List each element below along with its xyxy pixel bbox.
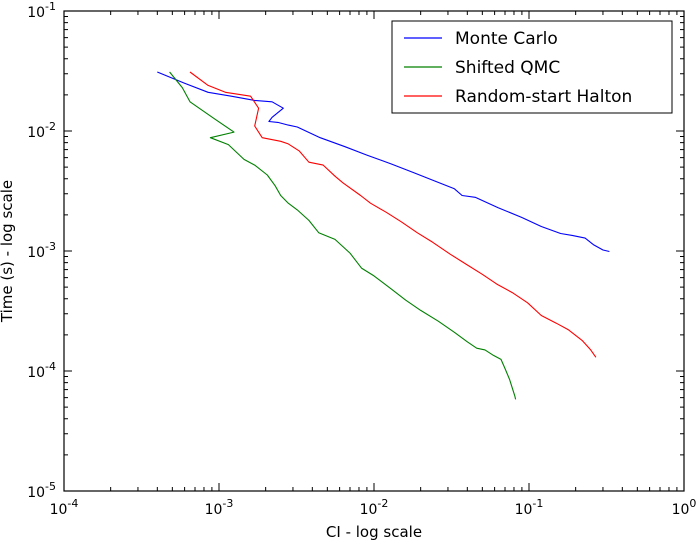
series-line-1 [157,71,610,253]
series-line-3 [189,71,597,358]
y-tick-label: 10-4 [27,360,56,381]
y-axis-label: Time (s) - log scale [0,180,16,323]
x-tick-label: 10-4 [50,497,79,518]
legend: Monte Carlo Shifted QMC Random-start Halto… [391,20,673,114]
y-tick-label: 10-5 [27,480,56,501]
x-tick-label: 10-1 [515,497,544,518]
series-line-2 [169,71,517,400]
legend-label: Random-start Halton [455,87,632,107]
y-tick-label: 10-3 [27,240,56,261]
legend-label: Monte Carlo [455,29,558,49]
x-tick-label: 100 [672,497,696,518]
y-tick-label: 10-2 [27,120,56,141]
y-tick-label: 10-1 [27,0,56,21]
x-tick-label: 10-3 [205,497,234,518]
x-axis-label: CI - log scale [326,523,422,541]
plot-frame [63,10,685,492]
legend-label: Shifted QMC [455,58,560,78]
x-tick-label: 10-2 [360,497,389,518]
series-layer [157,71,610,400]
